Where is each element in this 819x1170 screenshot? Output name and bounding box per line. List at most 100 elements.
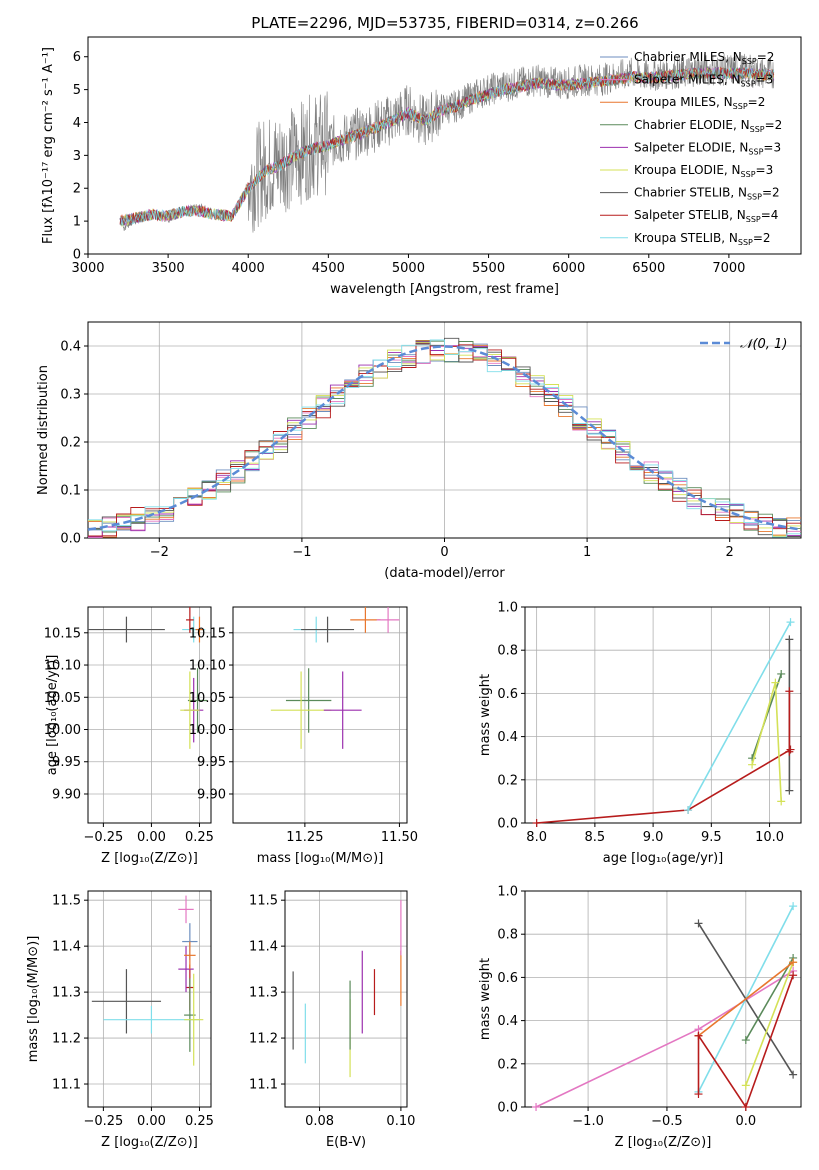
residual-histograms: 𝒩(0, 1) [87, 337, 802, 539]
residuals-xlabel: (data-model)/error [384, 566, 505, 581]
x-tick-label: 0.08 [305, 1114, 334, 1129]
x-tick-label: 9.0 [643, 830, 664, 845]
mass_vs_z-xlabel: Z [log₁₀(Z/Z⊙)] [101, 1135, 198, 1150]
y-tick-label: 0.0 [60, 532, 81, 547]
y-tick-label: 4 [73, 116, 81, 131]
plus-marker [771, 678, 780, 687]
residual-histogram [88, 342, 801, 537]
model-spectrum [119, 67, 775, 227]
x-tick-label: 6000 [552, 261, 585, 276]
x-tick-label: 0.25 [185, 830, 214, 845]
y-tick-label: 10.05 [189, 691, 226, 706]
y-tick-label: 6 [73, 50, 81, 65]
y-tick-label: 11.3 [52, 986, 81, 1001]
y-tick-label: 0.3 [60, 388, 81, 403]
x-tick-label: 2 [726, 545, 734, 560]
y-tick-label: 11.1 [52, 1078, 81, 1093]
panels: 3000 3500 4000 4500 5000 5500 6000 6500 7000 0 1 2 3… [26, 36, 802, 1150]
y-tick-label: 0.0 [497, 817, 518, 832]
age_vs_z-ylabel: age [log₁₀(age/yr)] [45, 655, 60, 776]
plus-marker [741, 1103, 750, 1111]
x-tick-label: 7000 [712, 261, 745, 276]
y-tick-label: 0.4 [60, 340, 81, 355]
x-tick-label: 3000 [71, 261, 104, 276]
y-tick-label: 11.5 [52, 894, 81, 909]
plus-marker [786, 618, 795, 627]
plus-marker [785, 786, 794, 795]
plus-marker [741, 1081, 750, 1090]
y-tick-label: 11.5 [249, 894, 278, 909]
y-tick-label: 5 [73, 83, 81, 98]
x-tick-label: 4000 [232, 261, 265, 276]
plus-marker [785, 687, 794, 696]
mass_weight_vs_age-lines [532, 618, 795, 827]
plus-marker [786, 745, 795, 754]
weight-line [745, 962, 794, 1086]
x-tick-label: 3500 [152, 261, 185, 276]
y-tick-label: 0.4 [497, 1014, 518, 1029]
plus-marker [789, 1070, 798, 1079]
x-tick-label: 5000 [392, 261, 425, 276]
x-tick-label: 0.0 [735, 1114, 756, 1129]
weight-line [751, 682, 782, 802]
gaussian-curve [87, 345, 802, 531]
x-tick-label: 0.00 [137, 1114, 166, 1129]
x-tick-label: −1 [292, 545, 311, 560]
y-tick-label: 0.2 [497, 1057, 518, 1072]
mass_weight_vs_z-xlabel: Z [log₁₀(Z/Z⊙)] [615, 1135, 712, 1150]
plus-marker [532, 819, 541, 827]
figure-title: PLATE=2296, MJD=53735, FIBERID=0314, z=0… [251, 14, 638, 32]
residuals-ylabel: Normed distribution [36, 365, 51, 495]
y-tick-label: 11.1 [249, 1078, 278, 1093]
plus-marker [789, 958, 798, 967]
x-tick-label: −0.5 [651, 1114, 683, 1129]
x-tick-label: 5500 [472, 261, 505, 276]
y-tick-label: 10.10 [189, 659, 226, 674]
x-tick-label: −0.25 [83, 1114, 123, 1129]
spectrum-ylabel: Flux [fλ10⁻¹⁷ erg cm⁻² s⁻¹ A⁻¹] [41, 47, 56, 244]
plus-marker [694, 1090, 703, 1099]
plus-marker [532, 1103, 541, 1111]
x-tick-label: 9.5 [701, 830, 722, 845]
plus-marker [785, 635, 794, 644]
age_vs_z-xlabel: Z [log₁₀(Z/Z⊙)] [101, 851, 198, 866]
y-tick-label: 0.1 [60, 484, 81, 499]
y-tick-label: 10.15 [189, 626, 226, 641]
mass_vs_z-ylabel: mass [log₁₀(M/M⊙)] [26, 936, 41, 1063]
legend-label: Kroupa ELODIE, NSSP=3 [634, 163, 773, 179]
y-tick-label: 2 [73, 182, 81, 197]
mass_weight_vs_z-axes: −1.0 −0.5 0.0 0.0 0.2 0.4 0.6 0.8 1.0 Z [log₁₀(Z/… [478, 885, 802, 1150]
axes-frame [524, 606, 802, 824]
axes-frame [87, 36, 802, 255]
plus-marker [741, 1036, 750, 1045]
y-tick-label: 0.2 [497, 773, 518, 788]
y-tick-label: 11.4 [52, 940, 81, 955]
spectrum-xlabel: wavelength [Angstrom, rest frame] [330, 282, 559, 297]
residuals-axes: −2 −1 0 1 2 0.0 0.1 0.2 0.3 0.4 (data-model)/error… [36, 321, 802, 581]
y-tick-label: 10.00 [44, 723, 81, 738]
x-tick-label: −0.25 [83, 830, 123, 845]
y-tick-label: 10.05 [44, 691, 81, 706]
plus-marker [785, 747, 794, 756]
legend-label: Chabrier ELODIE, NSSP=2 [634, 118, 782, 134]
y-tick-label: 11.2 [52, 1032, 81, 1047]
x-tick-label: 11.50 [381, 830, 418, 845]
x-tick-label: 1 [583, 545, 591, 560]
y-tick-label: 0.0 [497, 1101, 518, 1116]
mass_weight_vs_age-ylabel: mass weight [478, 674, 493, 756]
x-tick-label: 0.00 [137, 830, 166, 845]
x-tick-label: 0 [440, 545, 448, 560]
axes-frame [232, 606, 408, 824]
y-tick-label: 10.00 [189, 723, 226, 738]
y-tick-label: 0.6 [497, 687, 518, 702]
age_vs_mass-axes: 11.25 11.50 9.90 9.95 10.00 10.05 10.10 10.15 ma… [189, 606, 418, 866]
mass_vs_ebv-points [292, 900, 402, 1078]
plus-marker [789, 902, 798, 911]
axes-frame [524, 890, 802, 1108]
y-tick-label: 9.95 [52, 755, 81, 770]
age_vs_z-points [88, 607, 208, 749]
y-tick-label: 0.4 [497, 730, 518, 745]
y-tick-label: 3 [73, 149, 81, 164]
x-tick-label: 0.10 [386, 1114, 415, 1129]
